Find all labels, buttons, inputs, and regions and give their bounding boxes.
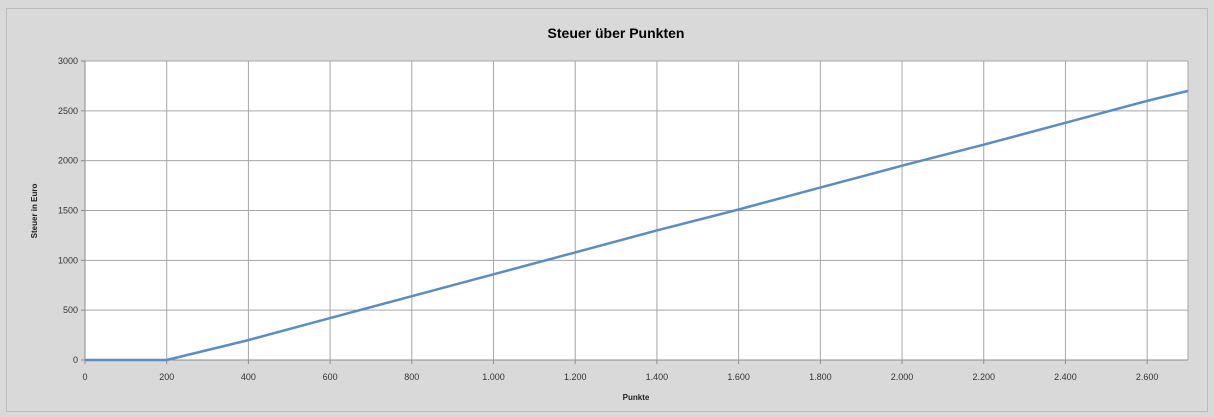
y-tick-label: 1000 (58, 255, 78, 265)
gridlines (85, 60, 1189, 360)
series-line (85, 89, 1189, 362)
x-tick-label: 2.600 (1136, 372, 1159, 382)
x-tick-label: 2.200 (972, 372, 995, 382)
y-tick-label: 3000 (58, 56, 78, 66)
y-axis-label: Steuer in Euro (30, 184, 39, 239)
chart-title: Steuer über Punkten (548, 25, 685, 41)
y-tick-label: 2500 (58, 106, 78, 116)
x-axis-label: Punkte (623, 393, 650, 402)
x-axis-ticks: 0 200 400 600 800 1.000 1.200 1.400 1.600 1.800 2.… (82, 360, 1158, 382)
x-tick-label: 1.400 (646, 372, 669, 382)
x-tick-label: 1.200 (564, 372, 587, 382)
x-tick-label: 1.800 (809, 372, 832, 382)
y-tick-label: 2000 (58, 156, 78, 166)
series-group (85, 89, 1189, 362)
y-tick-label: 0 (73, 355, 78, 365)
y-tick-label: 1500 (58, 206, 78, 216)
x-tick-label: 600 (323, 372, 338, 382)
x-tick-label: 400 (241, 372, 256, 382)
y-tick-label: 500 (63, 305, 78, 315)
x-tick-label: 1.600 (727, 372, 750, 382)
x-tick-label: 2.400 (1054, 372, 1077, 382)
x-tick-label: 2.000 (891, 372, 914, 382)
x-tick-label: 200 (159, 372, 174, 382)
y-axis-ticks: 0 500 1000 1500 2000 2500 3000 (58, 56, 85, 365)
x-tick-label: 800 (404, 372, 419, 382)
x-tick-label: 0 (82, 372, 87, 382)
x-tick-label: 1.000 (482, 372, 505, 382)
